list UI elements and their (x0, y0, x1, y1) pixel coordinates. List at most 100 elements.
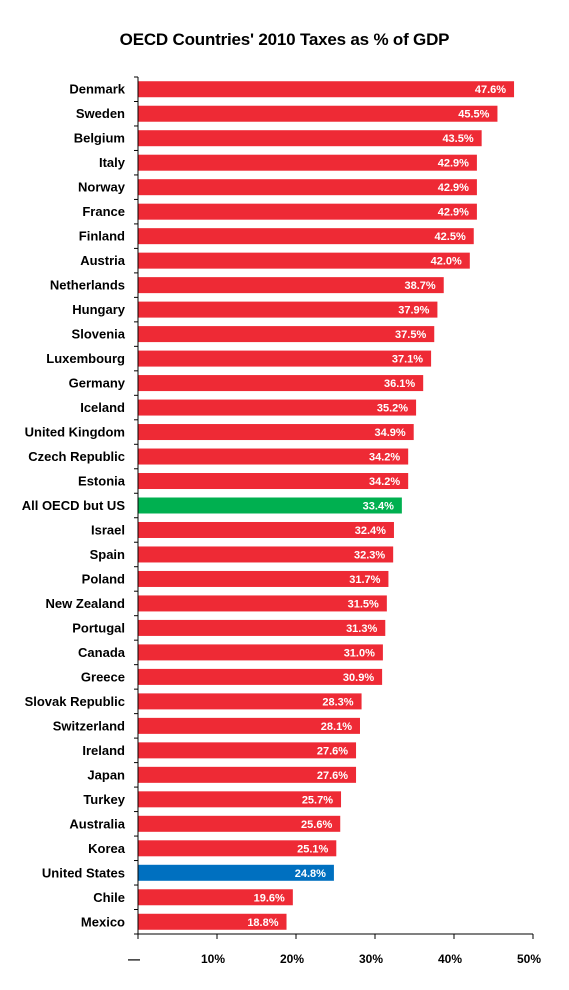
bar (138, 228, 474, 245)
bar (138, 326, 435, 343)
bar (138, 766, 357, 783)
value-label: 24.8% (295, 868, 326, 880)
category-label: France (82, 204, 125, 219)
value-label: 27.6% (317, 770, 348, 782)
x-tick-label: 10% (201, 952, 225, 966)
value-label: 31.5% (348, 598, 379, 610)
category-label: Finland (79, 229, 125, 244)
bar (138, 742, 357, 759)
value-label: 35.2% (377, 403, 408, 415)
bar (138, 154, 477, 171)
value-label: 43.5% (442, 133, 473, 145)
value-label: 27.6% (317, 745, 348, 757)
category-label: United States (42, 865, 125, 880)
value-label: 25.1% (297, 843, 328, 855)
category-label: Norway (78, 180, 126, 195)
category-label: Belgium (74, 131, 125, 146)
value-label: 34.9% (375, 427, 406, 439)
value-label: 37.5% (395, 329, 426, 341)
value-label: 42.9% (438, 158, 469, 170)
bar (138, 497, 402, 514)
bar (138, 619, 386, 636)
value-label: 32.3% (354, 549, 385, 561)
bar (138, 424, 414, 441)
bar (138, 546, 394, 563)
value-label: 42.9% (438, 207, 469, 219)
bar (138, 815, 341, 832)
bar (138, 81, 515, 98)
value-label: 37.1% (392, 354, 423, 366)
x-tick-label: 50% (517, 952, 541, 966)
category-label: Greece (81, 669, 125, 684)
bar (138, 375, 424, 392)
bar (138, 105, 498, 122)
category-label: Sweden (76, 106, 125, 121)
category-label: Iceland (80, 400, 125, 415)
category-label: Czech Republic (28, 449, 125, 464)
x-tick-label: 40% (438, 952, 462, 966)
category-label: New Zealand (46, 596, 126, 611)
bar (138, 864, 334, 881)
value-label: 47.6% (475, 84, 506, 96)
value-label: 45.5% (458, 109, 489, 121)
bar (138, 277, 444, 294)
category-label: Italy (99, 155, 126, 170)
category-label: Poland (82, 571, 125, 586)
bar (138, 693, 362, 710)
bar (138, 399, 417, 416)
category-label: Germany (69, 376, 126, 391)
value-label: 28.1% (321, 721, 352, 733)
category-label: Estonia (78, 474, 126, 489)
bar (138, 473, 409, 490)
bar (138, 668, 383, 685)
category-label: Japan (87, 767, 125, 782)
category-label: Netherlands (50, 278, 125, 293)
bar (138, 791, 342, 808)
x-tick-label: 20% (280, 952, 304, 966)
category-label: Korea (88, 841, 126, 856)
category-label: Luxembourg (46, 351, 125, 366)
value-label: 34.2% (369, 452, 400, 464)
category-label: Slovak Republic (25, 694, 125, 709)
category-label: Denmark (69, 82, 125, 97)
value-label: 33.4% (363, 501, 394, 513)
value-label: 28.3% (322, 696, 353, 708)
chart-title: OECD Countries' 2010 Taxes as % of GDP (119, 30, 450, 49)
category-label: Switzerland (53, 718, 125, 733)
bar (138, 913, 287, 930)
category-label: Hungary (72, 302, 126, 317)
x-tick-label: — (128, 952, 140, 966)
value-label: 32.4% (355, 525, 386, 537)
category-label: Slovenia (72, 327, 126, 342)
category-label: Turkey (83, 792, 125, 807)
value-label: 31.3% (346, 623, 377, 635)
bar (138, 130, 482, 147)
bar (138, 840, 337, 857)
x-tick-label: 30% (359, 952, 383, 966)
bar (138, 203, 477, 220)
value-label: 37.9% (398, 305, 429, 317)
bar (138, 521, 394, 538)
value-label: 18.8% (247, 917, 278, 929)
bar (138, 570, 389, 587)
value-label: 38.7% (405, 280, 436, 292)
category-label: All OECD but US (22, 498, 126, 513)
bar (138, 595, 387, 612)
bar (138, 179, 477, 196)
category-label: Austria (80, 253, 126, 268)
value-label: 19.6% (254, 892, 285, 904)
category-label: Spain (90, 547, 125, 562)
category-label: Israel (91, 522, 125, 537)
value-label: 30.9% (343, 672, 374, 684)
value-label: 42.5% (435, 231, 466, 243)
category-label: Portugal (72, 620, 125, 635)
value-label: 36.1% (384, 378, 415, 390)
bar (138, 350, 432, 367)
value-label: 31.0% (344, 647, 375, 659)
value-label: 34.2% (369, 476, 400, 488)
bar (138, 717, 360, 734)
bar (138, 252, 470, 269)
category-label: Australia (69, 816, 125, 831)
